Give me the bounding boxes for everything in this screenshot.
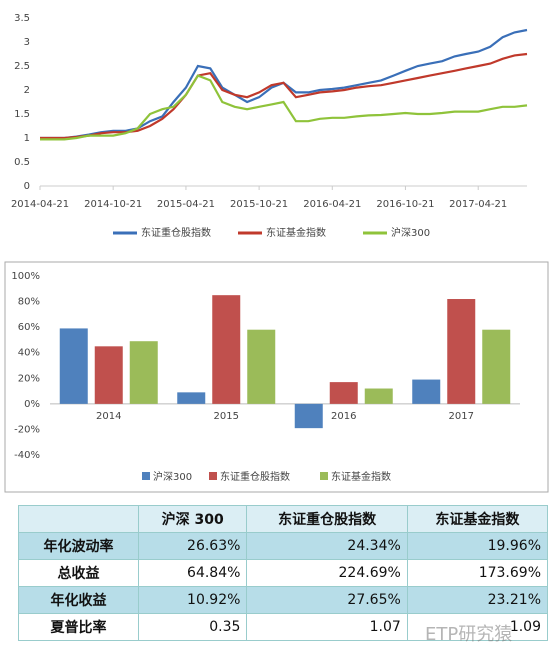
y-tick-label: 40% (18, 348, 40, 359)
legend-label: 东证重仓股指数 (141, 226, 211, 239)
table-row: 总收益 64.84% 224.69% 173.69% (18, 559, 549, 587)
header-cell: 东证基金指数 (406, 505, 549, 533)
legend-label: 东证基金指数 (266, 226, 326, 239)
value-cell: 23.21% (406, 586, 549, 614)
chart-frame (4, 261, 549, 493)
bar (482, 329, 511, 404)
bar (59, 328, 88, 404)
table-row: 年化收益 10.92% 27.65% 23.21% (18, 586, 549, 614)
line-series (40, 74, 528, 141)
value-cell: 24.34% (246, 532, 408, 560)
y-tick-label: 0.5 (14, 157, 30, 168)
corner-cell (18, 505, 139, 533)
header-row: 沪深 300 东证重仓股指数 东证基金指数 (18, 505, 549, 533)
value-cell: 0.35 (137, 613, 248, 641)
y-tick-label: 100% (11, 271, 40, 282)
row-label: 年化波动率 (18, 532, 139, 560)
value-cell: 224.69% (246, 559, 408, 587)
bar (129, 341, 158, 404)
value-cell: 27.65% (246, 586, 408, 614)
x-tick-label: 2016 (331, 411, 356, 422)
legend-label: 沪深300 (153, 470, 192, 483)
y-tick-label: -40% (14, 450, 40, 461)
x-tick-label: 2015-04-21 (157, 199, 215, 210)
y-tick-label: 3.5 (14, 13, 30, 24)
x-tick-label: 2014-04-21 (11, 199, 69, 210)
x-tick-label: 2014-10-21 (84, 199, 142, 210)
legend-swatch (320, 472, 328, 480)
x-tick-label: 2016-10-21 (376, 199, 434, 210)
y-tick-label: 1 (24, 133, 30, 144)
value-cell: 173.69% (406, 559, 549, 587)
value-cell: 1.07 (246, 613, 408, 641)
legend-label: 东证基金指数 (331, 470, 391, 483)
line-series (40, 52, 528, 140)
x-tick-label: 2017 (449, 411, 474, 422)
y-tick-label: 2.5 (14, 61, 30, 72)
legend-label: 沪深300 (391, 226, 430, 239)
bar (94, 346, 123, 404)
row-label: 夏普比率 (18, 613, 139, 641)
legend-swatch (142, 472, 150, 480)
y-tick-label: 60% (18, 322, 40, 333)
bar (329, 382, 358, 404)
bar (447, 299, 476, 404)
bar (177, 392, 206, 404)
bar (364, 388, 393, 404)
y-tick-label: 0 (24, 181, 30, 192)
bar (294, 403, 323, 429)
header-cell: 沪深 300 (137, 505, 248, 533)
x-tick-label: 2017-04-21 (449, 199, 507, 210)
charts: 0 0.5 1 1.5 2 2.5 3 3.5 2014-04-21 2014-10-21 2015… (4, 13, 549, 493)
y-tick-label: 80% (18, 297, 40, 308)
legend-label: 东证重仓股指数 (220, 470, 290, 483)
y-tick-label: 20% (18, 373, 40, 384)
y-tick-label: 0% (24, 399, 40, 410)
value-cell: 19.96% (406, 532, 549, 560)
stats-table: 沪深 300 东证重仓股指数 东证基金指数 年化波动率 26.63% 24.34% 1… (18, 505, 549, 641)
x-tick-label: 2015 (214, 411, 239, 422)
y-tick-label: 2 (24, 85, 30, 96)
x-tick-label: 2016-04-21 (303, 199, 361, 210)
table-row: 年化波动率 26.63% 24.34% 19.96% (18, 532, 549, 560)
bar (247, 329, 276, 404)
bar (212, 295, 241, 404)
legend-swatch (209, 472, 217, 480)
x-tick-label: 2015-10-21 (230, 199, 288, 210)
y-tick-label: -20% (14, 424, 40, 435)
row-label: 总收益 (18, 559, 139, 587)
watermark: ETP研究猿 (425, 624, 513, 645)
table-row: 夏普比率 0.35 1.07 1.09 (18, 613, 549, 641)
x-tick-label: 2014 (96, 411, 121, 422)
bar (412, 379, 441, 404)
y-tick-label: 3 (24, 37, 30, 48)
y-tick-label: 1.5 (14, 109, 30, 120)
value-cell: 1.09 (406, 613, 549, 641)
header-cell: 东证重仓股指数 (246, 505, 408, 533)
value-cell: 64.84% (137, 559, 248, 587)
value-cell: 10.92% (137, 586, 248, 614)
value-cell: 26.63% (137, 532, 248, 560)
row-label: 年化收益 (18, 586, 139, 614)
